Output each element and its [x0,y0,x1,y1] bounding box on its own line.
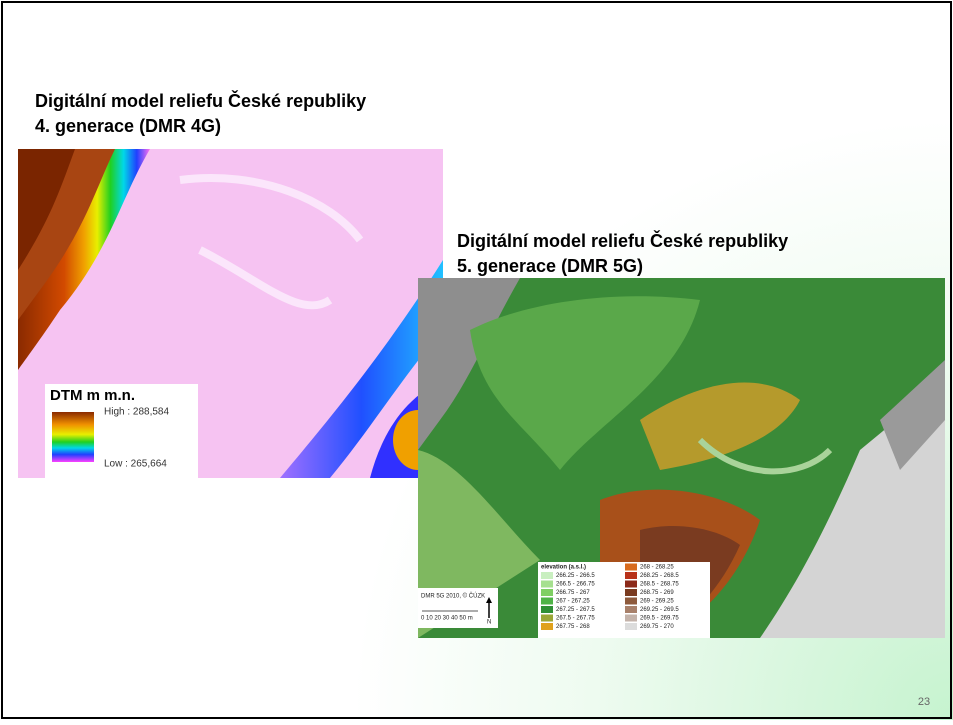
legend-swatch [625,606,637,613]
title-5g: 5. generace (DMR 5G) [457,256,643,276]
legend-label: 267 - 267.25 [556,599,590,605]
legend-swatch [541,572,553,579]
legend-label: 269.5 - 269.75 [640,616,679,622]
title-4g: 4. generace (DMR 4G) [35,116,221,136]
source: DMR 5G 2010, © ČÚZK [421,593,485,600]
legend-label: 268.5 - 268.75 [640,582,679,588]
legend-swatch [541,623,553,630]
legend-label: 267.25 - 267.5 [556,607,595,613]
legend-label: 266.75 - 267 [556,590,590,596]
legend-label: 269.25 - 269.5 [640,607,679,613]
scale-box: DMR 5G 2010, © ČÚZK 0 10 20 30 40 50 m N [418,588,498,628]
legend-swatch [541,606,553,613]
legend-swatch [625,589,637,596]
legend-swatch [541,580,553,588]
legend-swatch [625,580,637,588]
legend-swatch [541,614,553,622]
legend-title: elevation (a.s.l.) [541,565,586,571]
legend-label: 268 - 268.25 [640,565,674,571]
legend-swatch [625,597,637,605]
legend-swatch [541,597,553,605]
legend-swatch [625,572,637,579]
legend-label: 267.5 - 267.75 [556,616,595,622]
legend-swatch [625,614,637,622]
title-5g: Digitální model reliefu České republiky [457,230,788,251]
legend-high: High : 288,584 [104,407,169,418]
legend-label: 269.75 - 270 [640,624,674,630]
north: N [487,620,491,626]
legend-label: 267.75 - 268 [556,624,590,630]
legend-5g: elevation (a.s.l.) 266.25 - 266.5 266.5 -… [538,562,710,638]
page-number: 23 [918,696,930,708]
legend-label: 268.75 - 269 [640,590,674,596]
legend-swatch [625,623,637,630]
legend-low: Low : 265,664 [104,459,167,470]
legend-title: DTM m m.n. [50,387,135,404]
legend-label: 266.25 - 266.5 [556,573,595,579]
legend-label: 269 - 269.25 [640,599,674,605]
legend-label: 266.5 - 266.75 [556,582,595,588]
scale-ticks: 0 10 20 30 40 50 m [421,616,473,622]
legend-4g: DTM m m.n. High : 288,584 Low : 265,664 [45,384,198,478]
legend-swatch [541,589,553,596]
title-4g: Digitální model reliefu České republiky [35,90,366,111]
legend-swatch [625,563,637,571]
legend-label: 268.25 - 268.5 [640,573,679,579]
